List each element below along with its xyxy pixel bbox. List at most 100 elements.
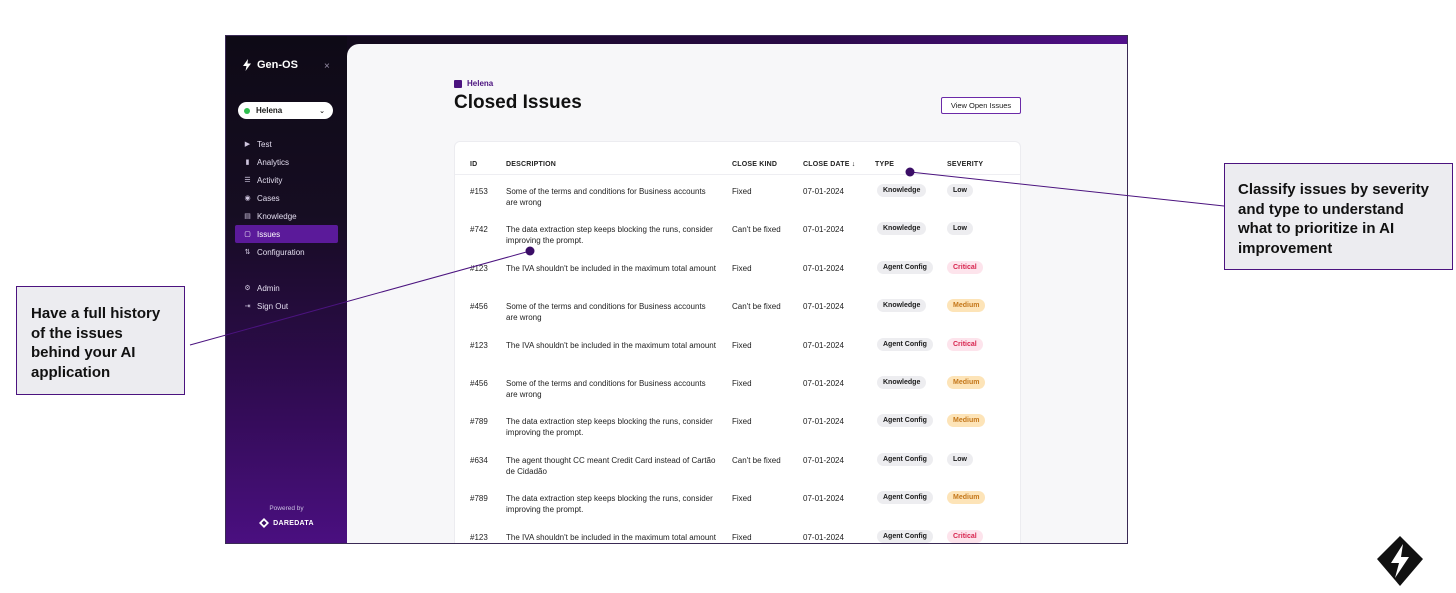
bolt-logo-icon xyxy=(1377,536,1423,586)
severity-badge: Critical xyxy=(947,337,983,351)
play-icon: ▶ xyxy=(244,141,251,148)
severity-badge: Critical xyxy=(947,529,983,543)
sidebar-item-test[interactable]: ▶ Test xyxy=(235,135,338,153)
close-kind: Fixed xyxy=(732,340,752,350)
page-title: Closed Issues xyxy=(454,92,582,113)
table-row[interactable]: #456 Some of the terms and conditions for… xyxy=(455,370,1020,408)
sidebar-item-cases[interactable]: ◉ Cases xyxy=(235,189,338,207)
type-badge: Agent Config xyxy=(877,414,933,428)
close-kind: Fixed xyxy=(732,494,752,504)
close-kind: Fixed xyxy=(732,263,752,273)
col-id-header[interactable]: ID xyxy=(470,161,478,168)
cases-icon: ◉ xyxy=(244,195,251,202)
brand[interactable]: Gen-OS xyxy=(243,59,298,71)
view-open-issues-button[interactable]: View Open Issues xyxy=(941,97,1021,114)
severity-badge: Medium xyxy=(947,491,986,505)
col-close-date-header[interactable]: CLOSE DATE ↓ xyxy=(803,161,856,168)
project-icon xyxy=(454,79,462,88)
severity-badge: Low xyxy=(947,184,973,197)
content-area: Helena Closed Issues View Open Issues ID… xyxy=(347,36,1127,543)
type-badge: Knowledge xyxy=(877,299,927,313)
col-description-header[interactable]: DESCRIPTION xyxy=(506,161,557,168)
type-badge: Knowledge xyxy=(877,376,927,389)
table-row[interactable]: #742 The data extraction step keeps block… xyxy=(455,216,1020,254)
issue-id: #153 xyxy=(470,187,488,196)
close-date: 07-01-2024 xyxy=(803,417,844,427)
table-row[interactable]: #789 The data extraction step keeps block… xyxy=(455,408,1020,446)
close-icon[interactable]: × xyxy=(324,61,330,72)
status-dot xyxy=(244,107,250,114)
sidebar-item-sign-out[interactable]: ⇥ Sign Out xyxy=(235,297,338,315)
table-row[interactable]: #123 The IVA shouldn't be included in the… xyxy=(455,332,1020,370)
severity-badge: Critical xyxy=(947,260,983,274)
issue-id: #123 xyxy=(470,263,488,273)
close-kind: Can't be fixed xyxy=(732,302,781,312)
close-kind: Can't be fixed xyxy=(732,225,781,235)
bolt-icon xyxy=(243,59,251,71)
issue-description: Some of the terms and conditions for Bus… xyxy=(506,187,706,207)
col-severity-header[interactable]: SEVERITY xyxy=(947,161,984,168)
type-badge: Knowledge xyxy=(877,222,927,236)
table-row[interactable]: #456 Some of the terms and conditions for… xyxy=(455,293,1020,331)
sidebar-item-analytics[interactable]: ▮ Analytics xyxy=(235,153,338,171)
severity-badge: Medium xyxy=(947,414,986,428)
chevron-down-icon: ⌄ xyxy=(319,107,325,115)
sidebar-item-configuration[interactable]: ⇅ Configuration xyxy=(235,243,338,261)
callout-classify: Classify issues by severity and type to … xyxy=(1224,163,1453,270)
sidebar-item-label: Admin xyxy=(257,283,280,293)
close-kind: Fixed xyxy=(732,417,752,427)
col-close-kind-header[interactable]: CLOSE KIND xyxy=(732,161,778,168)
brand-name: Gen-OS xyxy=(257,59,298,71)
sliders-icon: ⇅ xyxy=(244,249,251,256)
close-date: 07-01-2024 xyxy=(803,187,844,196)
sidebar-item-label: Configuration xyxy=(257,247,305,257)
table-row[interactable]: #123 The IVA shouldn't be included in the… xyxy=(455,255,1020,293)
sidebar-item-label: Cases xyxy=(257,193,280,203)
issue-id: #123 xyxy=(470,532,488,542)
issue-id: #634 xyxy=(470,455,488,465)
col-type-header[interactable]: TYPE xyxy=(875,161,895,168)
issue-id: #456 xyxy=(470,379,488,388)
issue-description: Some of the terms and conditions for Bus… xyxy=(506,379,706,399)
powered-by-label: Powered by xyxy=(269,505,304,512)
issue-id: #789 xyxy=(470,494,488,504)
sidebar-item-admin[interactable]: ⚙ Admin xyxy=(235,279,338,297)
type-badge: Knowledge xyxy=(877,184,927,197)
close-date: 07-01-2024 xyxy=(803,494,844,504)
project-selector[interactable]: Helena ⌄ xyxy=(238,102,333,119)
sidebar-item-knowledge[interactable]: ▤ Knowledge xyxy=(235,207,338,225)
issue-description: The IVA shouldn't be included in the max… xyxy=(506,340,716,350)
table-row[interactable]: #634 The agent thought CC meant Credit Ca… xyxy=(455,447,1020,485)
table-row[interactable]: #123 The IVA shouldn't be included in the… xyxy=(455,524,1020,543)
issue-description: Some of the terms and conditions for Bus… xyxy=(506,302,706,323)
issue-description: The IVA shouldn't be included in the max… xyxy=(506,263,716,273)
sidebar-item-activity[interactable]: ☰ Activity xyxy=(235,171,338,189)
gear-icon: ⚙ xyxy=(244,285,251,292)
table-row[interactable]: #789 The data extraction step keeps block… xyxy=(455,485,1020,523)
issue-description: The IVA shouldn't be included in the max… xyxy=(506,532,716,542)
sign-out-icon: ⇥ xyxy=(244,303,251,310)
issue-description: The data extraction step keeps blocking … xyxy=(506,417,713,438)
close-date: 07-01-2024 xyxy=(803,263,844,273)
breadcrumb-label: Helena xyxy=(467,79,494,88)
issue-description: The agent thought CC meant Credit Card i… xyxy=(506,455,716,476)
issue-id: #789 xyxy=(470,417,488,427)
issue-description: The data extraction step keeps blocking … xyxy=(506,494,713,515)
callout-history: Have a full history of the issues behind… xyxy=(16,286,185,395)
daredata-logo-icon xyxy=(259,518,270,528)
issue-id: #742 xyxy=(470,225,488,235)
severity-badge: Low xyxy=(947,452,973,466)
sidebar-item-issues[interactable]: ▢ Issues xyxy=(235,225,338,243)
close-date: 07-01-2024 xyxy=(803,379,844,388)
bar-chart-icon: ▮ xyxy=(245,159,250,166)
close-kind: Can't be fixed xyxy=(732,455,781,465)
project-selector-label: Helena xyxy=(256,106,283,115)
list-icon: ☰ xyxy=(244,177,251,184)
close-date: 07-01-2024 xyxy=(803,455,844,465)
breadcrumb[interactable]: Helena xyxy=(454,79,493,88)
type-badge: Agent Config xyxy=(877,337,933,351)
table-row[interactable]: #153 Some of the terms and conditions for… xyxy=(455,178,1020,216)
type-badge: Agent Config xyxy=(877,491,933,505)
close-kind: Fixed xyxy=(732,532,752,542)
